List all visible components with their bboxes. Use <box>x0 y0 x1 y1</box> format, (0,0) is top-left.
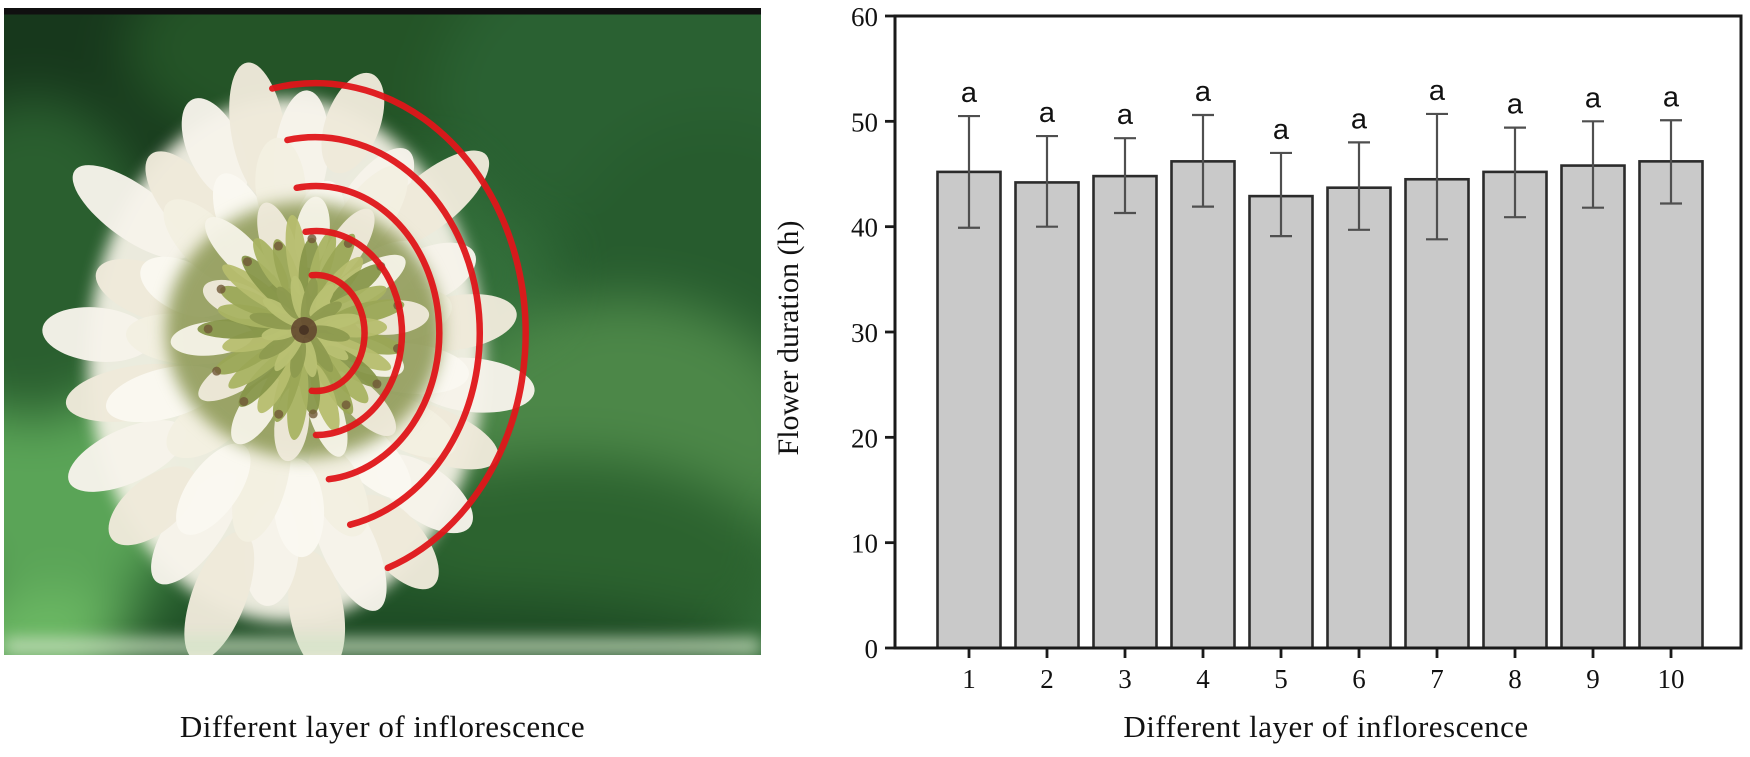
x-tick-label-3: 3 <box>1118 664 1132 694</box>
bar-5 <box>1248 194 1314 650</box>
bar-10 <box>1638 160 1704 650</box>
layer-arcs-overlay <box>269 79 529 572</box>
y-tick-label-50: 50 <box>851 107 878 137</box>
sig-letter-9: a <box>1585 82 1602 114</box>
x-axis-title: Different layer of inflorescence <box>1123 709 1529 744</box>
y-tick-label-60: 60 <box>851 2 878 32</box>
x-tick-label-8: 8 <box>1508 664 1522 694</box>
x-tick-label-10: 10 <box>1658 664 1685 694</box>
bar-4 <box>1170 160 1236 650</box>
error-bar-7 <box>1426 112 1448 241</box>
error-bar-4 <box>1192 113 1214 208</box>
sig-letter-5: a <box>1273 114 1290 146</box>
error-bar-1 <box>958 114 980 229</box>
flower-duration-chart: a a a a a a a a a a 0 10 20 30 40 50 60 1 2 3 4 5 6 7 8 9 10 <box>760 0 1750 757</box>
sig-letter-7: a <box>1429 75 1446 107</box>
y-tick-label-20: 20 <box>851 423 878 453</box>
y-tick-label-0: 0 <box>865 634 879 664</box>
clover-photo-svg <box>4 8 761 655</box>
bar-2 <box>1014 181 1080 650</box>
error-bar-5 <box>1270 151 1292 238</box>
bar-7 <box>1404 177 1470 650</box>
error-bar-6 <box>1348 141 1370 231</box>
error-bar-10 <box>1660 119 1682 205</box>
sig-letter-6: a <box>1351 103 1368 135</box>
bar-3 <box>1092 174 1158 650</box>
red-arc-2 <box>302 227 406 439</box>
x-tick-label-6: 6 <box>1352 664 1366 694</box>
y-tick-label-10: 10 <box>851 529 878 559</box>
photo-caption: Different layer of inflorescence <box>179 709 586 744</box>
x-tick-label-5: 5 <box>1274 664 1288 694</box>
red-arc-5 <box>269 79 529 572</box>
bar-6 <box>1326 186 1392 650</box>
error-bar-3 <box>1114 137 1136 215</box>
bar-1 <box>936 170 1002 650</box>
x-tick-label-4: 4 <box>1196 664 1210 694</box>
sig-letter-3: a <box>1117 99 1134 131</box>
clover-flower <box>42 62 535 655</box>
inflorescence-photo <box>4 8 761 655</box>
x-tick-label-7: 7 <box>1430 664 1444 694</box>
x-tick-label-9: 9 <box>1586 664 1600 694</box>
x-tick-label-2: 2 <box>1040 664 1054 694</box>
x-tick-label-1: 1 <box>962 664 976 694</box>
red-arc-3 <box>293 182 443 483</box>
sig-letter-2: a <box>1039 97 1056 129</box>
y-tick-label-30: 30 <box>851 318 878 348</box>
error-bar-8 <box>1504 126 1526 219</box>
error-bar-2 <box>1036 134 1058 228</box>
sig-letter-4: a <box>1195 76 1212 108</box>
bar-chart-svg: a a a a a a a a a a 0 10 20 30 40 50 60 1 2 3 4 5 6 7 8 9 10 <box>851 2 1743 694</box>
photo-top-border <box>4 8 761 15</box>
bar-8 <box>1482 170 1548 650</box>
bar-9 <box>1560 164 1626 650</box>
error-bar-9 <box>1582 120 1604 209</box>
sig-letter-1: a <box>961 77 978 109</box>
sig-letter-8: a <box>1507 89 1524 121</box>
y-tick-label-40: 40 <box>851 213 878 243</box>
sig-letter-10: a <box>1663 81 1680 113</box>
y-axis-title: Flower duration (h) <box>772 220 805 456</box>
red-arc-1 <box>308 271 368 395</box>
red-arc-4 <box>284 133 483 528</box>
